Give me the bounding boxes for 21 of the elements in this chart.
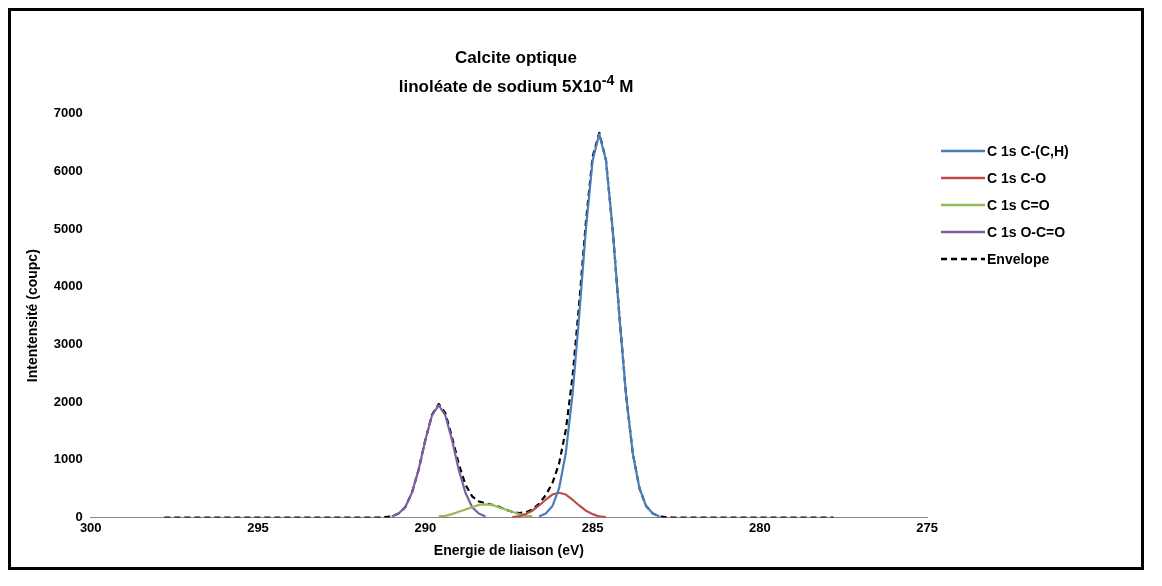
y-tick-label: 4000: [53, 278, 83, 294]
x-tick-label: 295: [247, 519, 269, 535]
x-tick-label: 290: [414, 519, 437, 535]
y-tick-label: 7000: [53, 105, 83, 121]
legend-label: Envelope: [987, 251, 1050, 268]
y-tick-label: 3000: [53, 335, 83, 351]
y-tick-label: 1000: [53, 451, 83, 467]
x-tick-label: 280: [749, 519, 771, 535]
x-tick-label: 285: [581, 519, 604, 535]
y-axis-title: Intentensité (coupc): [24, 248, 41, 382]
legend-label: C 1s C-O: [987, 170, 1047, 187]
x-axis-title: Energie de liaison (eV): [433, 542, 585, 559]
y-tick-label: 2000: [53, 393, 83, 409]
y-tick-label: 6000: [53, 162, 83, 178]
legend-label: C 1s O-C=O: [987, 224, 1066, 241]
x-tick-label: 275: [916, 519, 939, 535]
y-tick-label: 0: [75, 508, 83, 524]
legend-label: C 1s C-(C,H): [987, 143, 1069, 160]
chart-title: Calcite optique linoléate de sodium 5X10$^{-4}$ M: [397, 47, 635, 98]
y-tick-label: 5000: [53, 220, 83, 236]
legend-label: C 1s C=O: [987, 197, 1050, 214]
